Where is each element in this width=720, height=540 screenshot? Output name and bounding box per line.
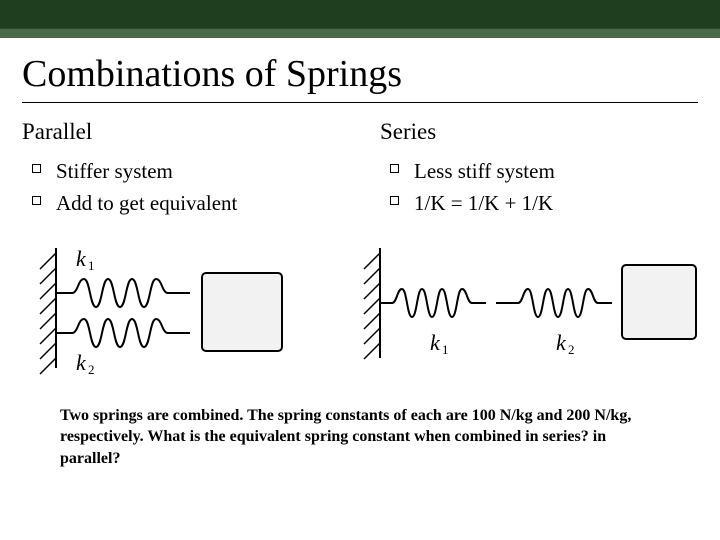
- svg-text:1: 1: [88, 258, 95, 273]
- title-underline: [22, 102, 698, 103]
- svg-text:1: 1: [442, 342, 449, 357]
- bullet-text: 1/K = 1/K + 1/K: [414, 191, 553, 215]
- bullet-item: Add to get equivalent: [22, 187, 340, 219]
- bullet-text: Add to get equivalent: [56, 191, 237, 215]
- svg-text:k: k: [556, 330, 567, 355]
- bullet-text: Stiffer system: [56, 159, 173, 183]
- question-text: Two springs are combined. The spring con…: [0, 383, 720, 470]
- bullet-item: Stiffer system: [22, 155, 340, 187]
- bullet-item: 1/K = 1/K + 1/K: [380, 187, 698, 219]
- bullet-list-parallel: Stiffer system Add to get equivalent: [22, 155, 340, 220]
- content-columns: Parallel Stiffer system Add to get equiv…: [0, 119, 720, 220]
- header-bar: [0, 0, 720, 38]
- square-bullet-icon: [32, 164, 41, 173]
- square-bullet-icon: [390, 164, 399, 173]
- header-bar-strip: [0, 28, 720, 38]
- parallel-springs-svg: k 1 k 2: [20, 238, 340, 378]
- bullet-text: Less stiff system: [414, 159, 555, 183]
- diagram-series: k 1 k 2: [360, 238, 700, 383]
- bullet-item: Less stiff system: [380, 155, 698, 187]
- svg-text:2: 2: [568, 342, 575, 357]
- diagram-row: k 1 k 2 k 1 k: [0, 220, 720, 383]
- square-bullet-icon: [390, 196, 399, 205]
- page-title: Combinations of Springs: [0, 38, 720, 102]
- svg-text:2: 2: [88, 362, 95, 377]
- column-parallel: Parallel Stiffer system Add to get equiv…: [22, 119, 340, 220]
- bullet-list-series: Less stiff system 1/K = 1/K + 1/K: [380, 155, 698, 220]
- column-heading-series: Series: [380, 119, 698, 145]
- diagram-parallel: k 1 k 2: [20, 238, 340, 383]
- svg-text:k: k: [76, 246, 87, 271]
- column-series: Series Less stiff system 1/K = 1/K + 1/K: [380, 119, 698, 220]
- square-bullet-icon: [32, 196, 41, 205]
- series-springs-svg: k 1 k 2: [360, 238, 700, 378]
- header-bar-main: [0, 0, 720, 28]
- svg-text:k: k: [430, 330, 441, 355]
- column-heading-parallel: Parallel: [22, 119, 340, 145]
- svg-text:k: k: [76, 350, 87, 375]
